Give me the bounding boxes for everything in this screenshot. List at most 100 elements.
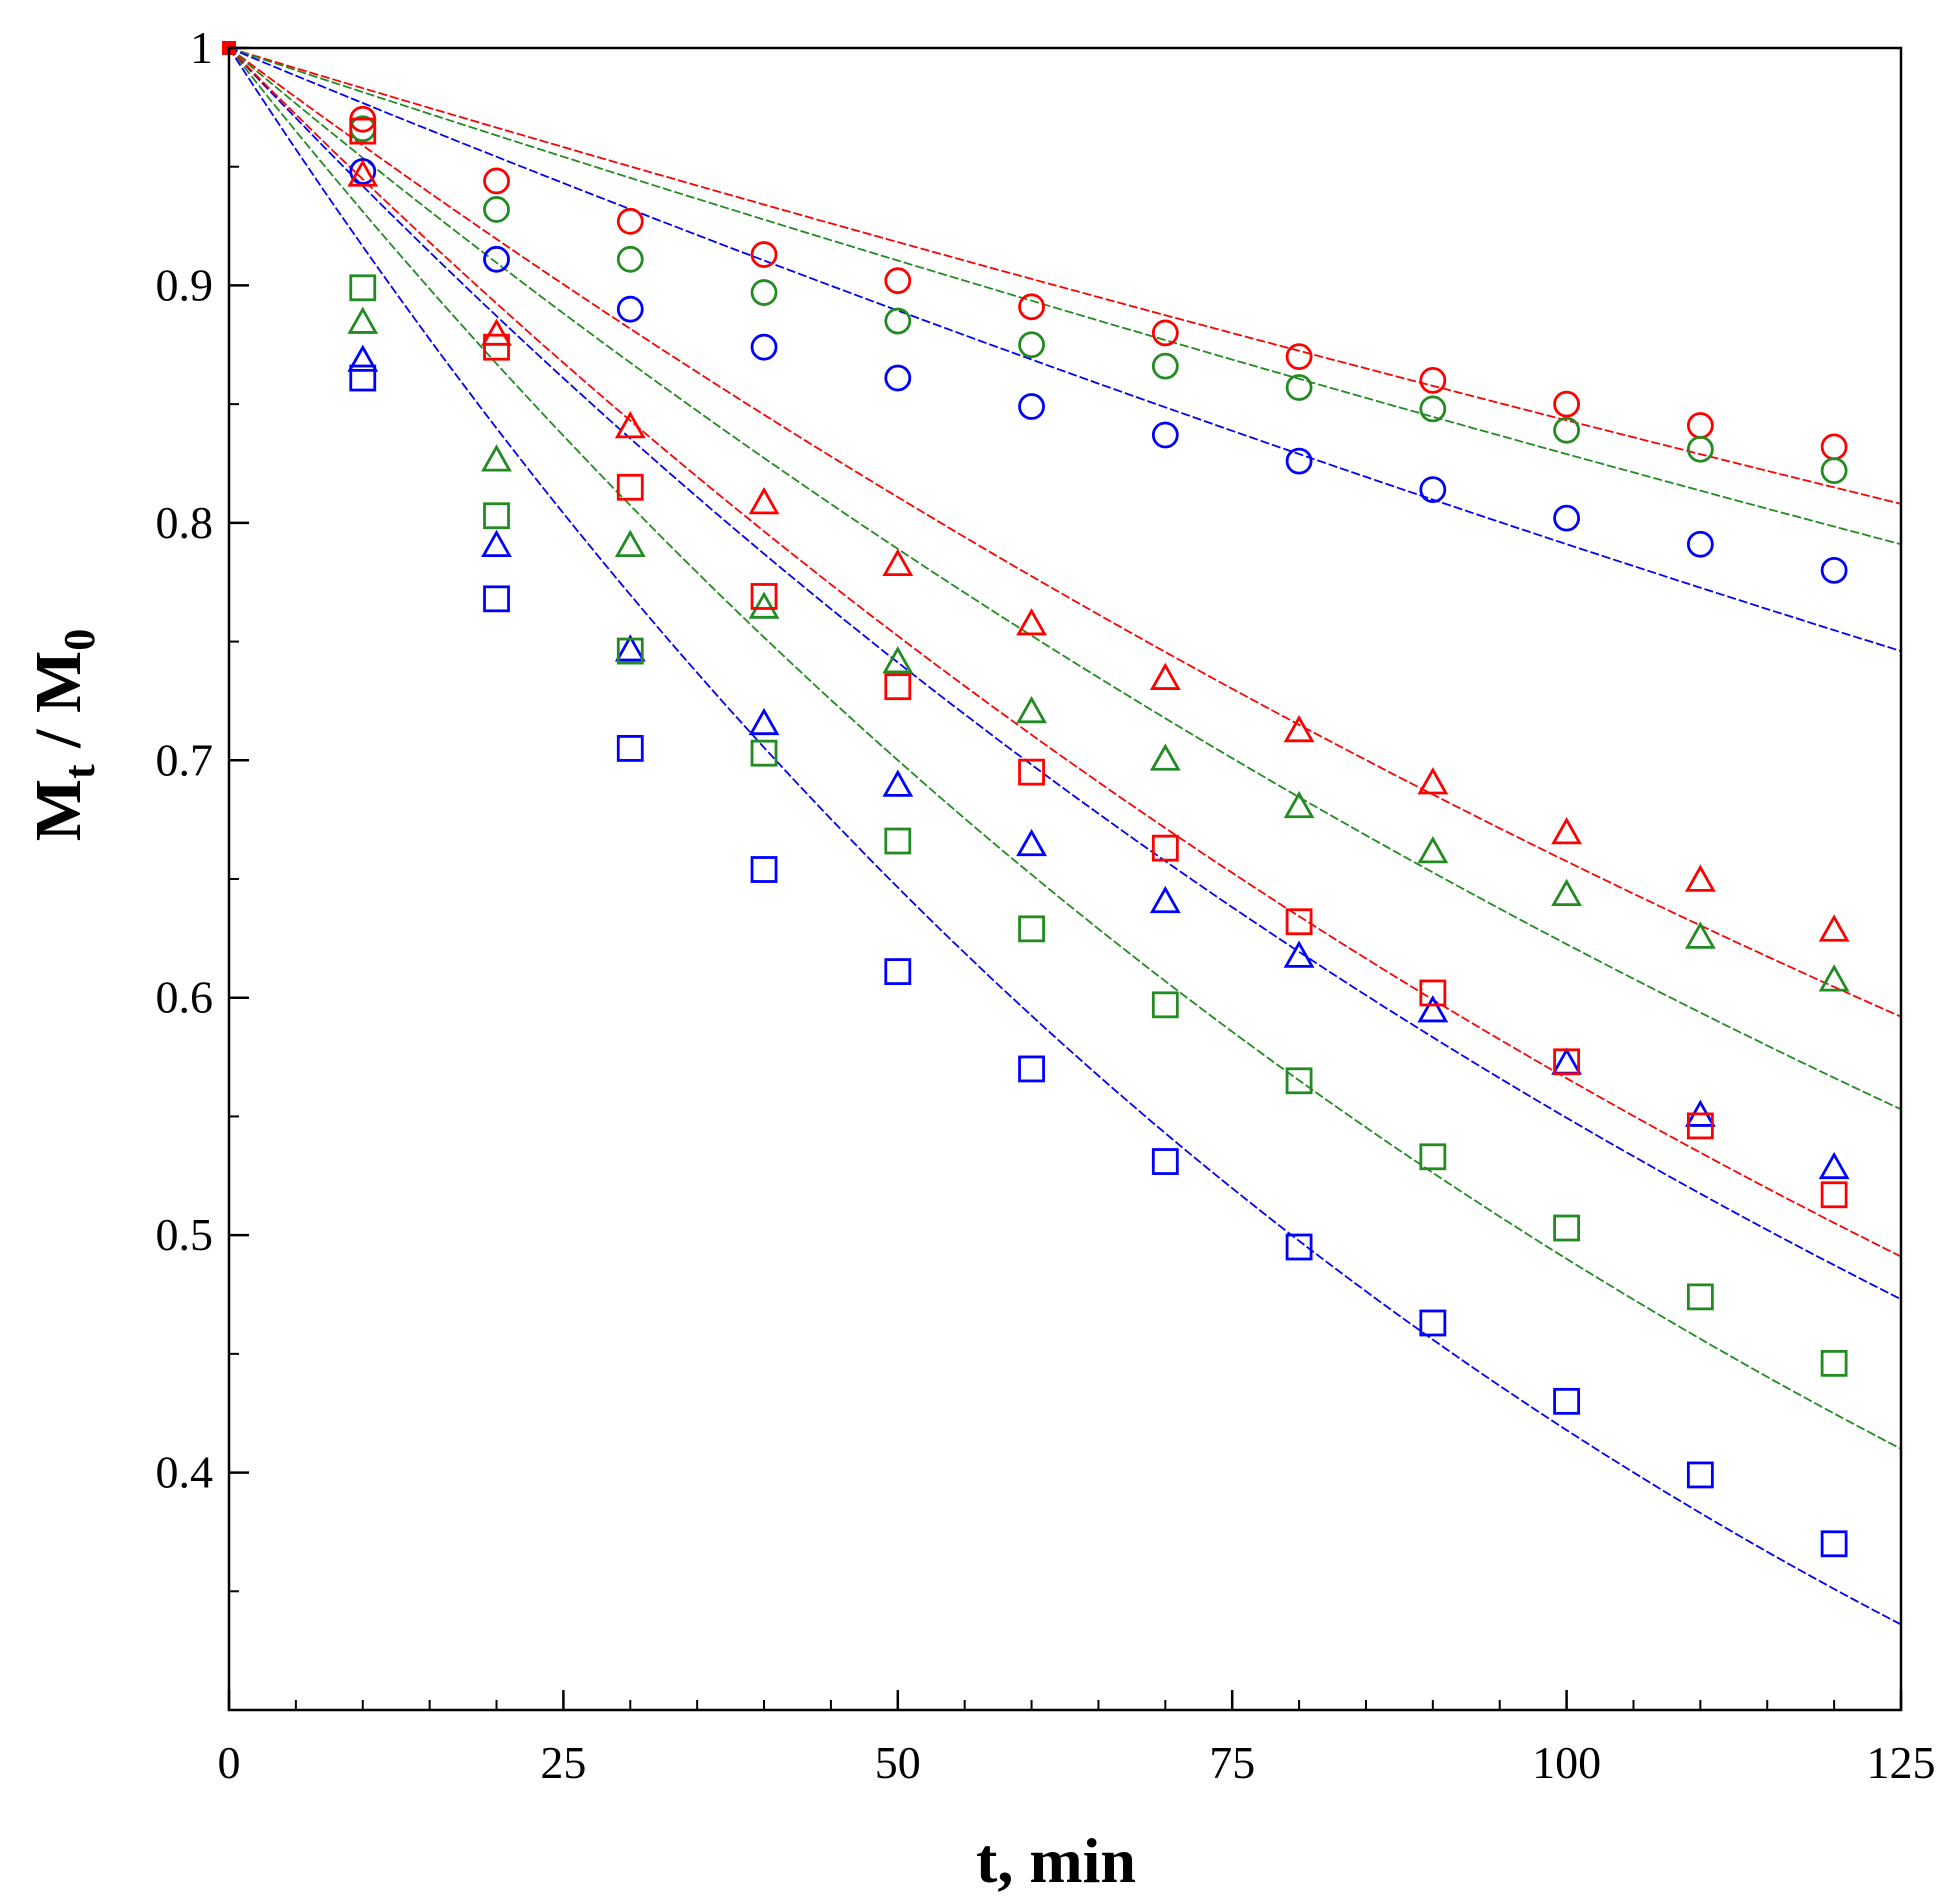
square-point	[884, 958, 912, 985]
square-point	[1686, 1112, 1714, 1140]
square-point	[1151, 991, 1179, 1019]
square-point	[1285, 1233, 1313, 1261]
fit-curve	[228, 47, 1902, 1111]
square-point	[750, 583, 778, 610]
y-tick-label: 0.4	[156, 1447, 214, 1498]
fit-curve	[228, 47, 1902, 505]
y-tick-label: 1	[190, 22, 213, 73]
triangle-point	[882, 646, 914, 674]
square-point	[1553, 1214, 1580, 1242]
square-point	[884, 827, 912, 855]
square-point	[1419, 979, 1447, 1007]
triangle-point	[1016, 608, 1047, 636]
fit-curve	[228, 47, 1902, 652]
x-tick-label: 25	[540, 1737, 586, 1788]
triangle-point	[1016, 828, 1047, 857]
square-point	[1285, 1067, 1313, 1095]
triangle-point	[614, 634, 646, 662]
circle-point	[1419, 366, 1447, 394]
circle-point	[1285, 374, 1313, 401]
square-point	[349, 364, 377, 392]
x-tick-label: 125	[1867, 1737, 1936, 1788]
square-point	[483, 333, 510, 361]
y-axis-title: Mt / M0	[22, 629, 104, 842]
square-point	[349, 117, 377, 145]
x-axis-title: t, min	[976, 1825, 1136, 1896]
plot-frame	[227, 46, 1903, 1712]
circle-point	[750, 279, 778, 306]
circle-point	[1018, 331, 1045, 359]
square-point	[483, 502, 510, 530]
y-tick-label: 0.9	[156, 259, 214, 310]
circle-point	[1553, 504, 1580, 532]
square-point	[349, 274, 377, 302]
circle-point	[1285, 447, 1313, 475]
fit-curve	[228, 47, 1902, 546]
triangle-point	[614, 529, 646, 557]
triangle-point	[481, 444, 512, 472]
circle-point	[616, 245, 644, 273]
triangle-point	[1818, 964, 1850, 992]
circle-point	[1686, 412, 1714, 439]
circle-point	[1820, 457, 1848, 485]
x-tick-label: 0	[218, 1737, 241, 1788]
triangle-point	[1417, 995, 1449, 1023]
square-point	[1553, 1387, 1580, 1415]
square-point	[483, 585, 510, 613]
triangle-point	[1551, 1047, 1582, 1075]
square-point	[1419, 1309, 1447, 1337]
triangle-point	[347, 344, 379, 372]
circle-point	[1151, 352, 1179, 380]
circle-point	[1419, 395, 1447, 423]
y-tick-label: 0.8	[156, 497, 214, 548]
triangle-point	[882, 769, 914, 797]
circle-point	[1018, 393, 1045, 420]
circle-point	[1285, 343, 1313, 371]
triangle-point	[748, 487, 780, 515]
circle-point	[616, 295, 644, 323]
square-point	[1820, 1530, 1848, 1558]
triangle-point	[1149, 662, 1181, 690]
fit-curve	[228, 47, 1902, 1018]
circle-point	[616, 207, 644, 235]
circle-point	[1151, 421, 1179, 449]
circle-point	[483, 196, 510, 223]
triangle-point	[1818, 914, 1850, 942]
circle-point	[1018, 293, 1045, 321]
y-tick-label: 0.5	[156, 1209, 214, 1260]
circle-point	[750, 241, 778, 268]
circle-point	[1820, 433, 1848, 461]
square-point	[1419, 1143, 1447, 1171]
triangle-point	[1283, 940, 1315, 968]
y-tick-label: 0.6	[156, 972, 214, 1023]
circle-point	[750, 333, 778, 361]
triangle-point	[1149, 743, 1181, 771]
square-point	[1151, 1148, 1179, 1175]
square-point	[1820, 1181, 1848, 1209]
square-point	[616, 637, 644, 665]
circle-point	[483, 245, 510, 273]
square-point	[1820, 1349, 1848, 1377]
triangle-point	[347, 159, 379, 187]
square-point	[750, 739, 778, 767]
square-point	[884, 673, 912, 701]
triangle-point	[481, 529, 512, 557]
circle-point	[884, 307, 912, 335]
y-tick-label: 0.7	[156, 734, 214, 785]
square-point	[1018, 758, 1045, 786]
triangle-point	[614, 411, 646, 439]
square-point	[1553, 1048, 1580, 1076]
square-point	[616, 735, 644, 762]
data-markers	[222, 41, 1850, 1558]
triangle-point	[1684, 921, 1716, 949]
triangle-point	[748, 591, 780, 619]
square-point	[1686, 1283, 1714, 1311]
triangle-point	[1417, 836, 1449, 864]
triangle-point	[1551, 817, 1582, 845]
triangle-point	[1283, 714, 1315, 743]
circle-point	[1151, 319, 1179, 347]
triangle-point	[882, 548, 914, 576]
fit-curve	[228, 47, 1902, 1626]
triangle-point	[481, 318, 512, 346]
